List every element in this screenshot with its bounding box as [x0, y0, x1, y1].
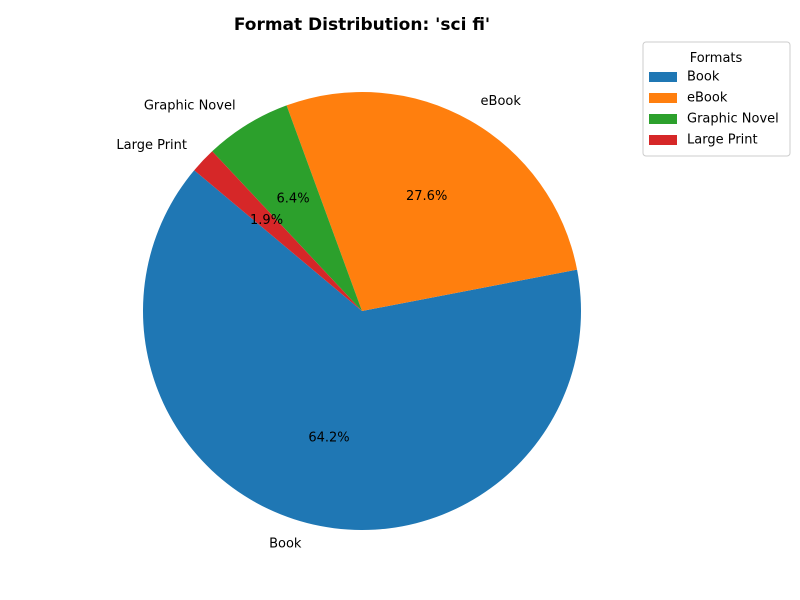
slice-label-ebook: eBook	[481, 94, 522, 109]
legend-label-book: Book	[687, 70, 720, 85]
legend-swatch-book	[649, 72, 677, 82]
pie-slice-graphic-novel	[212, 105, 362, 311]
legend-swatch-ebook	[649, 93, 677, 103]
chart-title: Format Distribution: 'sci fi'	[234, 15, 490, 35]
slice-label-large-print: Large Print	[116, 138, 187, 153]
pie-slice-ebook	[286, 92, 578, 311]
pie-slice-book	[143, 170, 582, 531]
pie-percentage-labels: 64.2% 27.6% 6.4% 1.9%	[250, 189, 447, 446]
legend-items: Book eBook Graphic Novel Large Print	[649, 70, 779, 148]
percentage-label-graphic-novel: 6.4%	[277, 192, 310, 207]
percentage-label-large-print: 1.9%	[250, 213, 283, 228]
legend-frame	[642, 41, 791, 157]
legend-label-graphic-novel: Graphic Novel	[687, 112, 779, 127]
slice-label-book: Book	[269, 537, 302, 552]
legend-title: Formats	[690, 51, 743, 66]
legend: Formats Book eBook Graphic Novel Large Prin…	[642, 41, 791, 157]
pie-slice-large-print	[194, 151, 362, 311]
legend-swatch-graphic-novel	[649, 114, 677, 124]
pie-slice-labels: Book eBook Graphic Novel Large Print	[116, 94, 521, 552]
legend-label-large-print: Large Print	[687, 133, 758, 148]
pie-slices	[143, 92, 582, 531]
slice-label-graphic-novel: Graphic Novel	[144, 98, 236, 113]
percentage-label-book: 64.2%	[308, 431, 349, 446]
legend-swatch-large-print	[649, 135, 677, 145]
legend-label-ebook: eBook	[687, 91, 728, 106]
percentage-label-ebook: 27.6%	[406, 189, 447, 204]
